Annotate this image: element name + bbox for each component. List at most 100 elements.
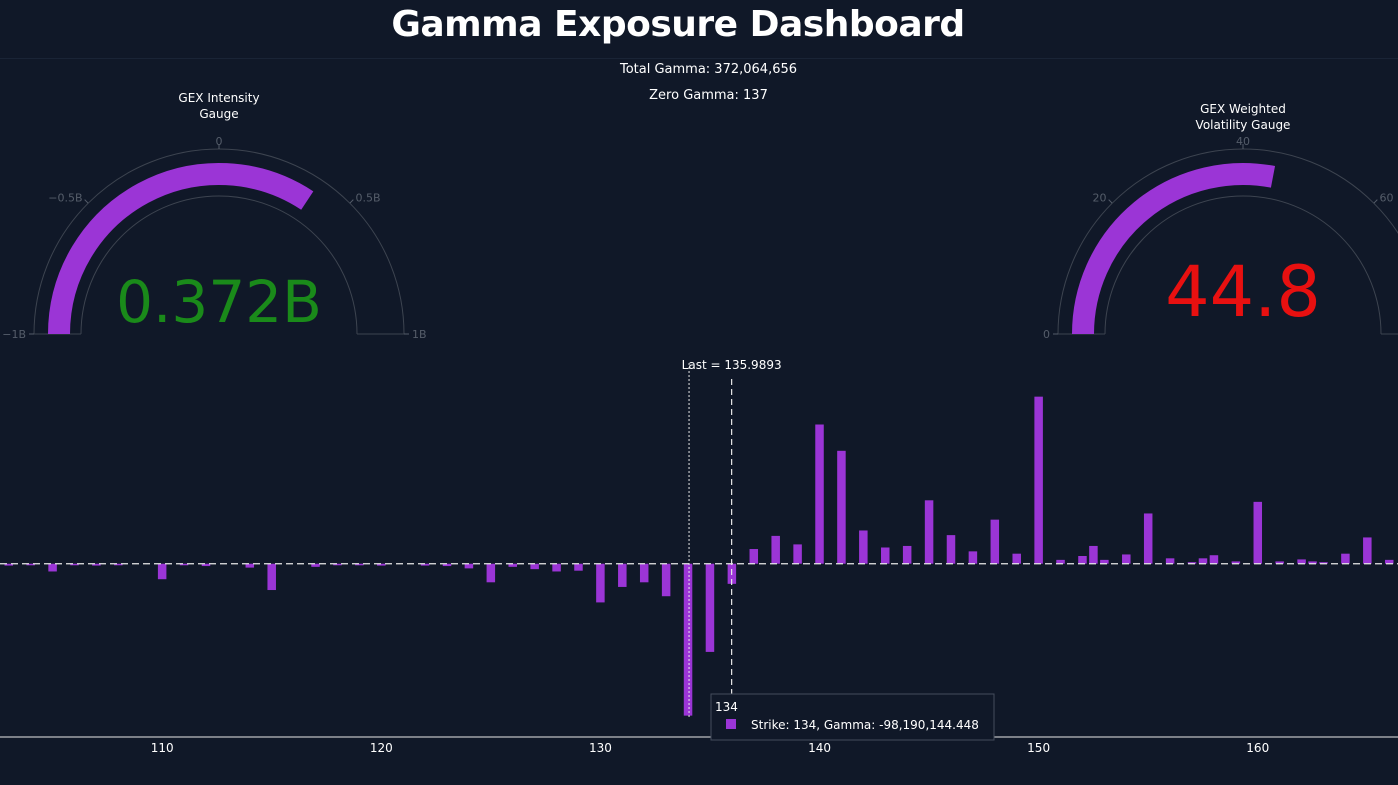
- bar[interactable]: [4, 563, 14, 566]
- hover-tooltip: 134 Strike: 134, Gamma: -98,190,144.448: [710, 693, 995, 741]
- gauge-tick: [1108, 199, 1113, 204]
- bar[interactable]: [1308, 561, 1317, 564]
- x-axis: 110 120 130 140 150 160: [0, 736, 1398, 755]
- bar[interactable]: [1078, 556, 1087, 564]
- gauge-value: 0.372B: [116, 268, 322, 336]
- tooltip-text: Strike: 134, Gamma: -98,190,144.448: [751, 718, 979, 732]
- gauge-inner-arc: [80, 195, 358, 335]
- bar[interactable]: [1089, 545, 1098, 564]
- bar[interactable]: [1187, 562, 1197, 564]
- bar[interactable]: [1253, 501, 1263, 564]
- gamma-bar-chart: Last = 135.9893 110 120 130 140 150 160 134 S…: [0, 358, 1398, 755]
- bar[interactable]: [1056, 559, 1065, 564]
- gauge-tick-label: 0: [1043, 328, 1050, 341]
- overlay-layer: Last = 135.9893: [0, 358, 1398, 737]
- bar[interactable]: [749, 549, 759, 564]
- bar[interactable]: [683, 563, 693, 716]
- gauge-tick: [1373, 199, 1378, 204]
- bar[interactable]: [1122, 554, 1131, 564]
- gauge-tick: [349, 199, 354, 204]
- gauge-tick-label: 1B: [412, 328, 427, 341]
- bar[interactable]: [48, 563, 57, 572]
- bar[interactable]: [596, 563, 605, 603]
- bar[interactable]: [1363, 537, 1372, 564]
- bar[interactable]: [1165, 558, 1175, 564]
- bar[interactable]: [1034, 396, 1043, 564]
- bar[interactable]: [464, 563, 474, 569]
- bar[interactable]: [1384, 559, 1394, 564]
- bar[interactable]: [1209, 555, 1219, 564]
- bar[interactable]: [924, 500, 934, 564]
- gauge-title-line1: GEX Intensity: [178, 91, 259, 105]
- bar[interactable]: [355, 563, 364, 566]
- gauge-tick-label: 20: [1093, 192, 1107, 205]
- tooltip-swatch: [726, 719, 736, 729]
- bar[interactable]: [245, 563, 255, 568]
- bar[interactable]: [26, 563, 35, 566]
- bar[interactable]: [311, 563, 320, 567]
- bar[interactable]: [70, 563, 79, 566]
- bar[interactable]: [508, 563, 517, 567]
- tooltip-title: 134: [715, 700, 738, 714]
- bar[interactable]: [530, 563, 539, 570]
- bar[interactable]: [333, 563, 342, 566]
- header-divider: [0, 58, 1398, 59]
- bar[interactable]: [837, 450, 846, 564]
- bar[interactable]: [92, 563, 101, 566]
- gauge-value-bar: [1072, 163, 1276, 335]
- gauge-value-bar: [48, 163, 314, 335]
- bar[interactable]: [881, 547, 890, 564]
- bar[interactable]: [946, 535, 956, 564]
- bar[interactable]: [990, 519, 1000, 564]
- bar[interactable]: [815, 424, 824, 564]
- bar[interactable]: [1231, 561, 1241, 564]
- x-tick-label: 120: [370, 741, 393, 755]
- page-title: Gamma Exposure Dashboard: [391, 4, 965, 45]
- x-tick-label: 140: [808, 741, 831, 755]
- bar[interactable]: [771, 535, 780, 564]
- bar[interactable]: [574, 563, 583, 571]
- bar[interactable]: [420, 563, 430, 566]
- gauge-tick-label: 0.5B: [355, 192, 380, 205]
- bar[interactable]: [486, 563, 496, 583]
- gauge-tick: [84, 199, 89, 204]
- gauge-title-line2: Gauge: [199, 107, 238, 121]
- bar[interactable]: [661, 563, 671, 597]
- bar[interactable]: [201, 563, 211, 567]
- x-tick-label: 160: [1246, 741, 1269, 755]
- gex-intensity-gauge: GEX Intensity Gauge −1B −0.5B 0 0.5B 1B 0.37…: [2, 91, 427, 341]
- bar[interactable]: [793, 544, 802, 564]
- gauge-tick-label: 40: [1236, 135, 1250, 148]
- bar[interactable]: [377, 563, 386, 566]
- bar[interactable]: [114, 563, 123, 566]
- bar[interactable]: [968, 551, 978, 564]
- bar[interactable]: [618, 563, 627, 587]
- gauge-title-line2: Volatility Gauge: [1196, 118, 1291, 132]
- bar[interactable]: [1341, 553, 1350, 564]
- bar[interactable]: [1319, 562, 1328, 564]
- bars-layer: [4, 396, 1394, 716]
- x-tick-label: 130: [589, 741, 612, 755]
- bar[interactable]: [1198, 558, 1208, 564]
- x-tick-label: 110: [151, 741, 174, 755]
- bar[interactable]: [1012, 553, 1021, 564]
- bar[interactable]: [705, 563, 715, 652]
- bar[interactable]: [859, 530, 868, 564]
- bar[interactable]: [1297, 559, 1306, 564]
- gauge-value: 44.8: [1165, 251, 1321, 333]
- bar[interactable]: [1100, 559, 1109, 564]
- gauge-title-line1: GEX Weighted: [1200, 102, 1286, 116]
- bar[interactable]: [1143, 513, 1153, 564]
- bar[interactable]: [442, 563, 452, 567]
- total-gamma-text: Total Gamma: 372,064,656: [619, 62, 798, 77]
- gauge-inner-arc: [1104, 195, 1382, 335]
- bar[interactable]: [902, 545, 912, 564]
- bar[interactable]: [552, 563, 561, 572]
- gauge-tick-label: −0.5B: [48, 192, 82, 205]
- bar[interactable]: [179, 563, 189, 566]
- bar[interactable]: [157, 563, 167, 580]
- last-price-label: Last = 135.9893: [682, 358, 782, 372]
- bar[interactable]: [267, 563, 276, 591]
- bar[interactable]: [639, 563, 649, 583]
- bar[interactable]: [1275, 561, 1284, 564]
